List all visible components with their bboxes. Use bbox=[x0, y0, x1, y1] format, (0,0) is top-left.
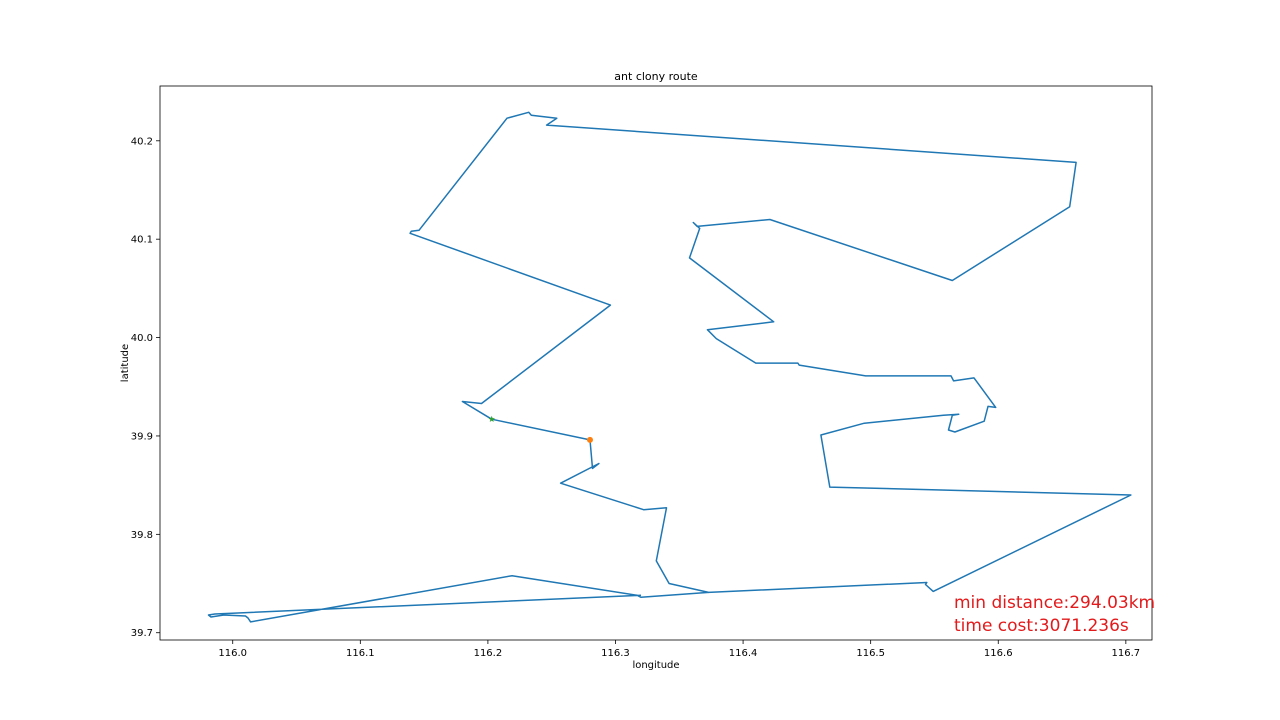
x-tick-label: 116.5 bbox=[856, 648, 885, 659]
route-line-2 bbox=[207, 574, 709, 623]
time-cost-annotation: time cost:3071.236s bbox=[954, 616, 1129, 636]
x-tick-label: 116.1 bbox=[346, 648, 375, 659]
x-tick-label: 116.6 bbox=[984, 648, 1013, 659]
x-tick-label: 116.2 bbox=[474, 648, 503, 659]
y-tick-label: 39.8 bbox=[131, 530, 153, 541]
end-marker bbox=[586, 436, 593, 443]
y-tick-label: 39.7 bbox=[131, 628, 153, 639]
route-line-1 bbox=[409, 111, 1132, 594]
x-tick-label: 116.4 bbox=[729, 648, 758, 659]
x-tick-label: 116.0 bbox=[218, 648, 247, 659]
y-tick-label: 40.1 bbox=[131, 235, 153, 246]
x-axis-label: longitude bbox=[632, 660, 679, 671]
chart-title: ant clony route bbox=[614, 70, 698, 83]
x-tick-label: 116.3 bbox=[601, 648, 630, 659]
y-tick-label: 40.2 bbox=[131, 136, 153, 147]
x-tick-label: 116.7 bbox=[1112, 648, 1141, 659]
min-distance-annotation: min distance:294.03km bbox=[954, 593, 1155, 613]
y-tick-label: 40.0 bbox=[131, 333, 153, 344]
plot-area bbox=[159, 85, 1153, 641]
start-marker bbox=[488, 415, 495, 422]
plot-frame bbox=[159, 85, 1153, 641]
y-tick-label: 39.9 bbox=[131, 431, 153, 442]
y-axis-label: latitude bbox=[120, 344, 131, 382]
axis-ticks: 116.0 116.1 116.2 116.3 116.4 116.5 116.6 116.7… bbox=[131, 136, 1140, 659]
